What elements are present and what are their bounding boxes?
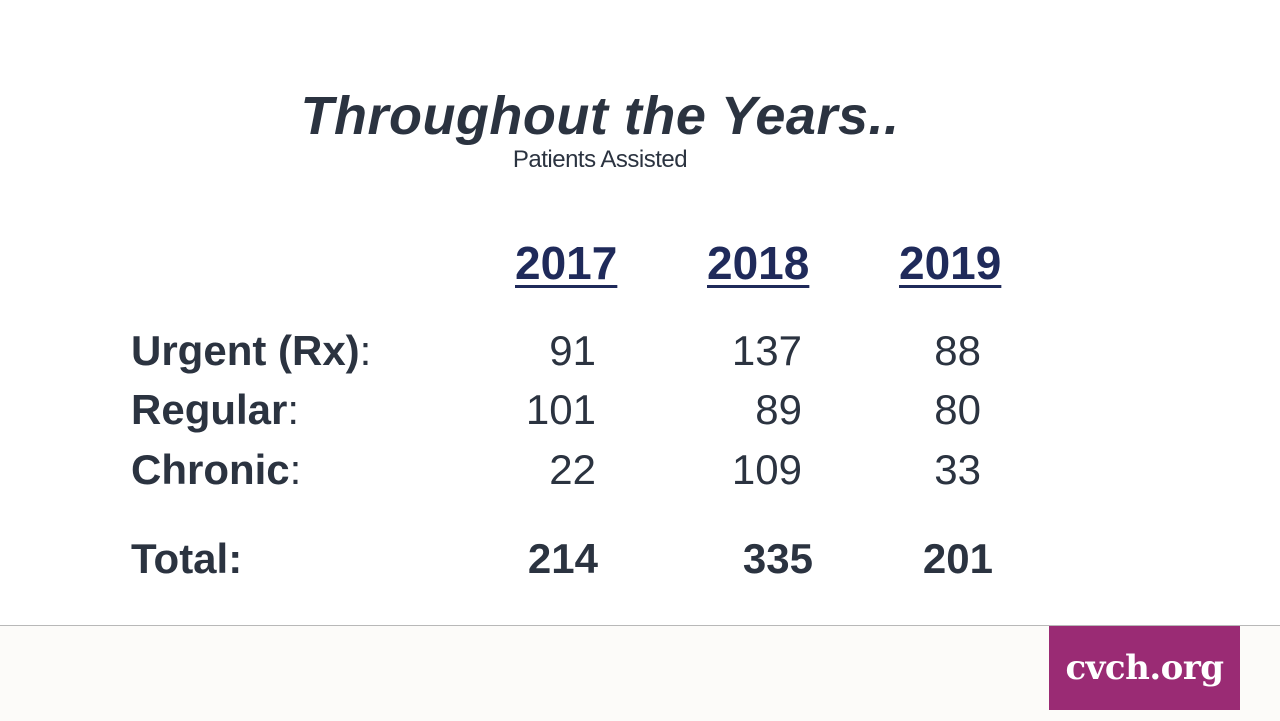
cell-2018: 109: [731, 446, 802, 493]
cell-2018: 335: [742, 535, 813, 582]
row-label: Urgent (Rx):: [131, 327, 372, 374]
slide-title: Throughout the Years..: [300, 86, 900, 146]
year-header-2019: 2019: [899, 237, 1002, 289]
year-header-2017: 2017: [515, 237, 618, 289]
cell-2018: 137: [731, 327, 802, 374]
cell-2017: 214: [527, 535, 598, 582]
cvch-logo: cvch.org: [1049, 626, 1240, 710]
cell-2019: 80: [934, 386, 981, 433]
cell-2017: 91: [549, 327, 596, 374]
row-label: Chronic:: [131, 446, 302, 493]
cell-2019: 33: [934, 446, 981, 493]
row-label: Total:: [131, 535, 243, 582]
row-label: Regular:: [131, 386, 300, 433]
cell-2019: 88: [934, 327, 981, 374]
slide-subtitle: Patients Assisted: [512, 146, 688, 173]
cell-2017: 22: [549, 446, 596, 493]
cell-2018: 89: [755, 386, 802, 433]
cell-2017: 101: [525, 386, 596, 433]
year-header-2018: 2018: [707, 237, 810, 289]
cell-2019: 201: [922, 535, 993, 582]
